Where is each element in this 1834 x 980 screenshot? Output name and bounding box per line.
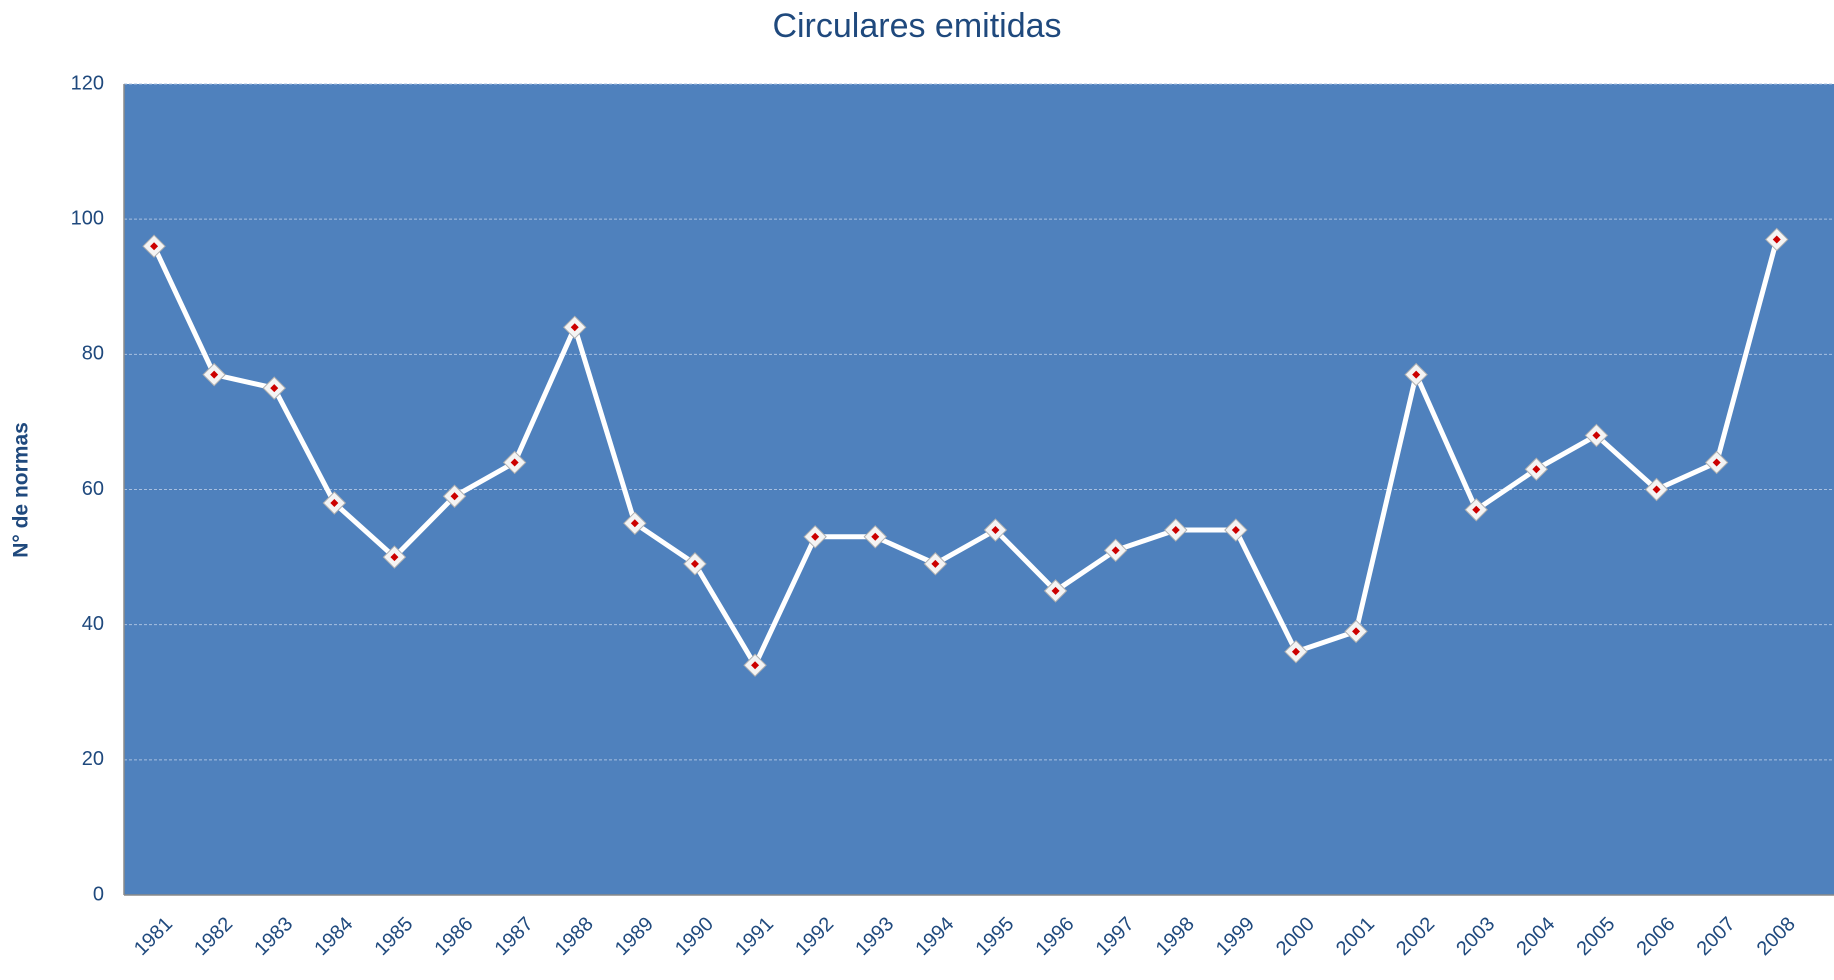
x-tick-label: 1982	[190, 913, 237, 960]
x-tick-label: 2006	[1633, 913, 1680, 960]
marker-center	[1592, 431, 1601, 440]
x-tick-label: 1983	[250, 913, 297, 960]
x-tick-label: 1996	[1032, 913, 1079, 960]
marker-center	[1291, 647, 1300, 656]
y-tick-label: 120	[71, 72, 104, 94]
x-tick-label: 2003	[1452, 913, 1499, 960]
x-tick-label: 1990	[671, 913, 718, 960]
marker-center	[510, 458, 519, 467]
x-tick-label: 1987	[491, 913, 538, 960]
marker-center	[1652, 485, 1661, 494]
marker-center	[390, 553, 399, 562]
marker-center	[330, 499, 339, 508]
x-tick-label: 1995	[971, 913, 1018, 960]
marker-center	[1171, 526, 1180, 535]
marker-center	[570, 323, 579, 332]
y-axis-label: N° de normas	[10, 422, 33, 558]
marker-center	[751, 661, 760, 670]
x-tick-label: 1992	[791, 913, 838, 960]
x-tick-label: 1981	[130, 913, 177, 960]
marker-center	[871, 532, 880, 541]
marker-center	[630, 519, 639, 528]
x-tick-label: 2004	[1512, 913, 1559, 960]
x-tick-label: 2000	[1272, 913, 1319, 960]
marker-center	[1712, 458, 1721, 467]
x-tick-label: 2005	[1572, 913, 1619, 960]
y-tick-label: 0	[93, 883, 104, 905]
line-series	[151, 238, 1780, 668]
x-tick-label: 1986	[431, 913, 478, 960]
x-tick-label: 2008	[1753, 913, 1800, 960]
x-tick-label: 2007	[1693, 913, 1740, 960]
y-tick-label: 80	[82, 343, 104, 365]
marker-center	[1051, 586, 1060, 595]
marker-center	[210, 370, 219, 379]
marker-center	[690, 559, 699, 568]
marker-center	[1352, 627, 1361, 636]
x-tick-label: 1999	[1212, 913, 1259, 960]
marker-center	[270, 384, 279, 393]
x-tick-label: 1993	[851, 913, 898, 960]
x-tick-label: 1994	[911, 913, 958, 960]
y-tick-label: 40	[82, 613, 104, 635]
y-tick-label: 60	[82, 478, 104, 500]
marker-center	[1532, 465, 1541, 474]
marker-center	[450, 492, 459, 501]
x-tick-label: 1984	[310, 913, 357, 960]
marker-center	[991, 526, 1000, 535]
marker-center	[1412, 370, 1421, 379]
marker-center	[1231, 526, 1240, 535]
y-tick-label: 20	[82, 748, 104, 770]
x-tick-label: 1988	[551, 913, 598, 960]
x-tick-label: 2001	[1332, 913, 1379, 960]
marker-center	[811, 532, 820, 541]
marker-center	[1111, 546, 1120, 555]
x-tick-label: 1991	[731, 913, 778, 960]
y-tick-label: 100	[71, 207, 104, 229]
marker-center	[931, 559, 940, 568]
x-tick-label: 1997	[1092, 913, 1139, 960]
x-tick-label: 2002	[1392, 913, 1439, 960]
marker-center	[1772, 235, 1781, 244]
marker-center	[150, 242, 159, 251]
x-tick-label: 1989	[611, 913, 658, 960]
marker-center	[1472, 505, 1481, 514]
x-tick-label: 1985	[370, 913, 417, 960]
chart-title: Circulares emitidas	[772, 7, 1061, 45]
x-tick-label: 1998	[1152, 913, 1199, 960]
